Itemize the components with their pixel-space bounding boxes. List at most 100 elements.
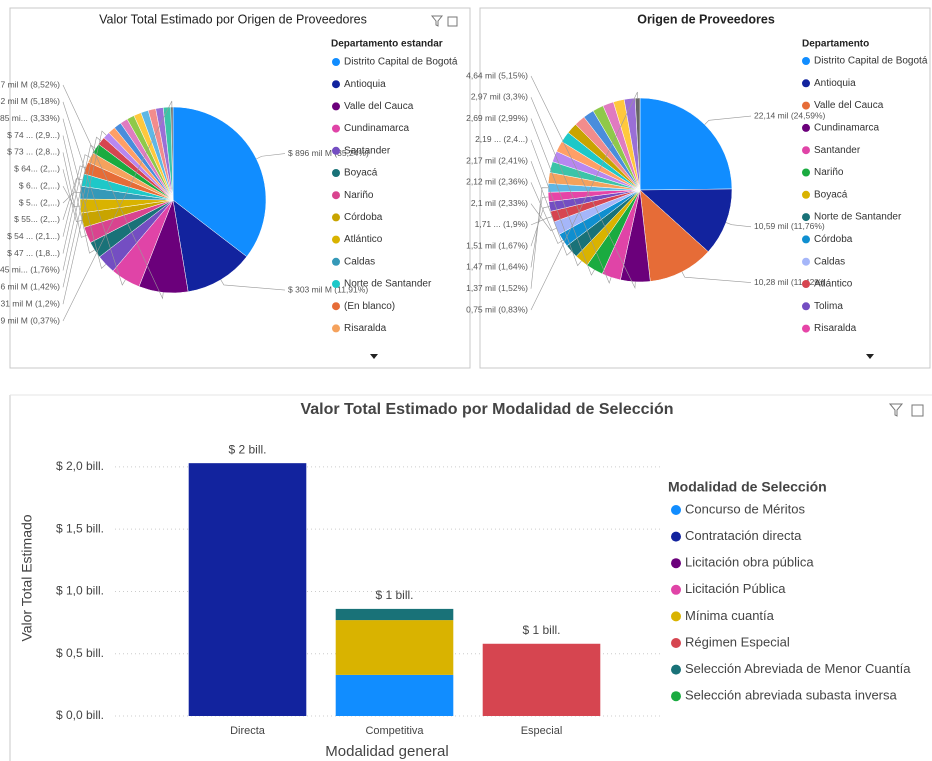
legend-marker — [332, 124, 340, 133]
legend-marker — [802, 257, 810, 266]
leader-line — [530, 91, 638, 311]
leader-line — [530, 139, 582, 267]
x-tick-label: Directa — [230, 725, 266, 737]
data-label: $ 6... (2,...) — [19, 180, 60, 190]
legend-marker — [332, 302, 340, 311]
chart-title: Origen de Proveedores — [637, 12, 775, 26]
legend-label: Licitación Pública — [685, 581, 786, 596]
legend-label: Tolima — [814, 301, 843, 312]
data-label: $ 85 mi... (3,33%) — [0, 113, 60, 123]
leader-line — [62, 154, 91, 254]
legend-label: (En blanco) — [344, 301, 395, 312]
legend-label: Distrito Capital de Bogotá — [814, 56, 928, 67]
leader-line — [62, 191, 81, 204]
legend-label: Atlántico — [814, 279, 853, 290]
legend-marker — [332, 102, 340, 111]
y-axis-title: Valor Total Estimado — [19, 514, 35, 641]
legend-marker — [802, 57, 810, 65]
leader-line — [530, 203, 557, 232]
legend-label: Córdoba — [344, 212, 383, 223]
legend-label: Valle del Cauca — [814, 100, 884, 111]
data-label: 2,12 mil (2,36%) — [466, 177, 528, 187]
scroll-arrow[interactable] — [370, 354, 378, 359]
legend-marker — [802, 79, 810, 88]
legend-label: Santander — [814, 145, 861, 156]
legend-label: Caldas — [814, 256, 845, 267]
legend-marker — [802, 123, 810, 132]
legend-label: Concurso de Méritos — [685, 501, 805, 516]
leader-line — [220, 279, 286, 291]
legend-title: Departamento estandar — [331, 39, 443, 50]
pie-slice — [639, 97, 733, 191]
bar-segment — [335, 674, 454, 716]
legend-label: Nariño — [344, 190, 374, 201]
leader-line — [530, 97, 612, 284]
legend-label: Risaralda — [814, 323, 857, 334]
bar-segment — [335, 620, 454, 675]
legend-marker — [802, 302, 810, 311]
data-label: $ 54 ... (2,1...) — [7, 231, 60, 241]
data-label: 2,19 ... (2,4...) — [475, 134, 528, 144]
y-tick-label: $ 0,5 bill. — [56, 646, 104, 660]
filter-icon[interactable] — [888, 403, 904, 417]
leader-line — [62, 135, 95, 254]
leader-line — [530, 160, 572, 256]
data-label: 1,71 ... (1,9%) — [475, 219, 529, 229]
data-label: $ 132 mil M (5,18%) — [0, 96, 60, 106]
leader-line — [530, 75, 636, 290]
bar-segment — [188, 463, 307, 716]
data-label: 2,69 mil (2,99%) — [466, 113, 528, 123]
leader-line — [530, 206, 550, 247]
leader-line — [62, 169, 83, 222]
x-tick-label: Especial — [521, 725, 563, 737]
leader-line — [62, 178, 83, 220]
legend-label: Norte de Santander — [344, 279, 432, 290]
legend-marker — [802, 324, 810, 333]
legend-marker — [671, 664, 681, 675]
legend-marker — [671, 505, 681, 515]
legend-label: Valle del Cauca — [344, 101, 414, 112]
legend-label: Licitación obra pública — [685, 555, 814, 570]
legend-label: Risaralda — [344, 323, 387, 334]
legend-marker — [802, 101, 810, 110]
leader-line — [62, 118, 107, 270]
legend-label: Contratación directa — [685, 528, 802, 543]
legend-label: Norte de Santander — [814, 212, 902, 223]
data-label: $ 47 ... (1,8...) — [7, 248, 60, 258]
legend-marker — [332, 235, 340, 244]
pie-slice — [639, 189, 709, 282]
legend-label: Mínima cuantía — [685, 608, 775, 623]
legend-marker — [332, 169, 340, 177]
legend-label: Distrito Capital de Bogotá — [344, 57, 458, 68]
leader-line — [530, 216, 553, 226]
legend-marker — [802, 213, 810, 222]
leader-line — [256, 153, 286, 160]
legend-marker — [332, 324, 340, 333]
y-tick-label: $ 1,5 bill. — [56, 521, 104, 535]
focus-icon[interactable] — [911, 404, 924, 417]
legend-label: Selección abreviada subasta inversa — [685, 688, 898, 703]
leader-line — [62, 165, 86, 237]
leader-line — [62, 152, 87, 238]
legend-marker — [671, 531, 681, 542]
bar-segment — [482, 643, 601, 716]
total-label: $ 1 bill. — [522, 623, 560, 637]
data-label: 1,51 mil (1,67%) — [466, 240, 528, 250]
leader-line — [62, 101, 126, 286]
leader-line — [681, 271, 752, 283]
leader-line — [530, 118, 595, 276]
focus-icon[interactable] — [447, 16, 458, 27]
legend-marker — [802, 235, 810, 244]
data-label: 1,47 mil (1,64%) — [466, 262, 528, 272]
scroll-arrow[interactable] — [866, 354, 874, 359]
legend-label: Caldas — [344, 256, 375, 267]
data-label: $ 896 mil M (35,24%) — [288, 148, 369, 158]
filter-icon[interactable] — [430, 15, 444, 27]
pie-slice — [172, 199, 248, 293]
legend-title: Departamento — [802, 39, 869, 50]
total-label: $ 1 bill. — [375, 588, 413, 602]
y-tick-label: $ 2,0 bill. — [56, 459, 104, 473]
legend-marker — [671, 638, 681, 648]
leader-line — [62, 100, 173, 322]
